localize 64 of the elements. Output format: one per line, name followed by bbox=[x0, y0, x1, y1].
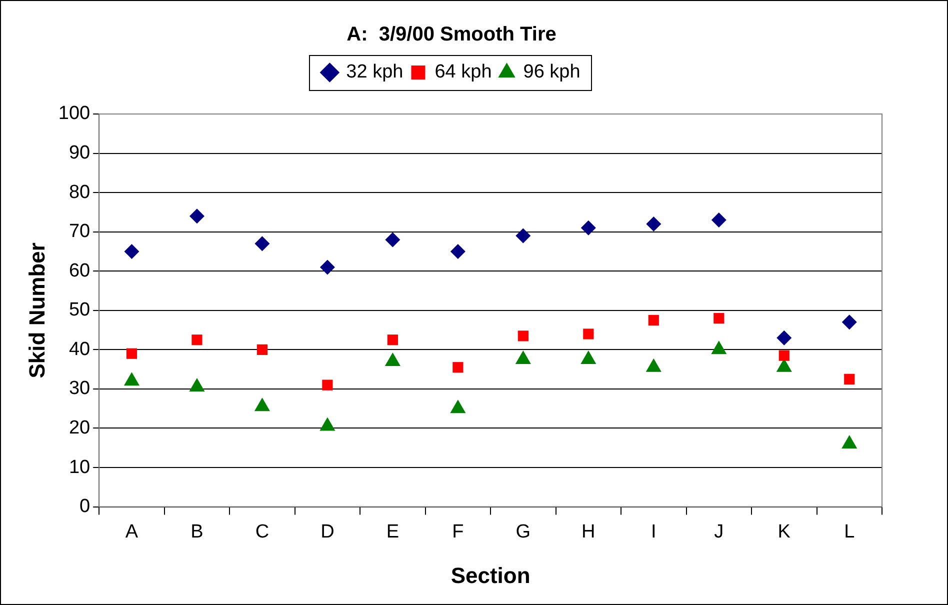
point bbox=[580, 220, 596, 236]
y-axis-title: Skid Number bbox=[24, 242, 50, 378]
point bbox=[711, 340, 727, 354]
y-tick-label: 80 bbox=[68, 182, 90, 203]
y-tick-label: 60 bbox=[68, 260, 90, 282]
y-tick-label: 70 bbox=[68, 221, 90, 242]
point bbox=[776, 330, 792, 346]
point bbox=[124, 372, 140, 386]
legend-label: 64 kph bbox=[434, 62, 492, 83]
x-tick-label: F bbox=[452, 521, 464, 542]
x-tick-label: G bbox=[516, 521, 531, 542]
point bbox=[254, 398, 270, 412]
point bbox=[126, 348, 138, 359]
point bbox=[646, 358, 662, 372]
point bbox=[320, 260, 335, 275]
point bbox=[124, 244, 140, 259]
point bbox=[189, 378, 205, 392]
x-tick-label: A bbox=[125, 521, 138, 542]
point bbox=[711, 212, 726, 228]
point bbox=[450, 400, 466, 414]
x-tick-label: J bbox=[714, 521, 724, 542]
point bbox=[320, 417, 336, 431]
point bbox=[518, 330, 528, 342]
x-tick-label: L bbox=[844, 521, 855, 542]
y-tick-label: 10 bbox=[68, 456, 90, 478]
y-tick-label: 0 bbox=[80, 496, 90, 518]
x-tick-label: K bbox=[778, 521, 791, 542]
point bbox=[842, 434, 858, 448]
x-tick-label: D bbox=[320, 521, 334, 542]
y-tick-label: 20 bbox=[68, 417, 90, 438]
point bbox=[322, 380, 333, 390]
legend-label: 32 kph bbox=[346, 62, 404, 83]
point bbox=[580, 350, 596, 364]
point bbox=[385, 232, 400, 248]
point bbox=[256, 344, 268, 355]
y-tick-label: 100 bbox=[58, 103, 90, 124]
point bbox=[189, 208, 204, 224]
x-tick-label: B bbox=[190, 521, 204, 542]
point bbox=[452, 362, 464, 373]
point bbox=[714, 312, 724, 324]
y-tick-label: 90 bbox=[68, 142, 90, 164]
x-tick-label: C bbox=[255, 521, 270, 542]
point bbox=[450, 244, 466, 259]
y-tick-label: 50 bbox=[68, 300, 90, 321]
point bbox=[648, 314, 659, 326]
y-tick-label: 30 bbox=[68, 378, 90, 400]
point bbox=[515, 350, 531, 364]
chart-title: A: 3/9/00 Smooth Tire bbox=[346, 24, 556, 46]
point bbox=[254, 236, 270, 252]
point bbox=[384, 352, 400, 366]
x-tick-label: H bbox=[582, 521, 596, 542]
legend-label: 96 kph bbox=[523, 62, 580, 83]
point bbox=[646, 216, 662, 232]
point bbox=[583, 328, 594, 340]
x-axis-title: Section bbox=[450, 562, 530, 588]
point bbox=[516, 228, 531, 244]
point bbox=[778, 350, 790, 361]
point bbox=[387, 334, 398, 346]
x-tick-label: E bbox=[386, 521, 400, 542]
x-tick-label: I bbox=[651, 521, 656, 542]
point bbox=[192, 334, 202, 346]
y-tick-label: 40 bbox=[68, 338, 90, 360]
point bbox=[844, 374, 855, 384]
point bbox=[842, 314, 857, 330]
